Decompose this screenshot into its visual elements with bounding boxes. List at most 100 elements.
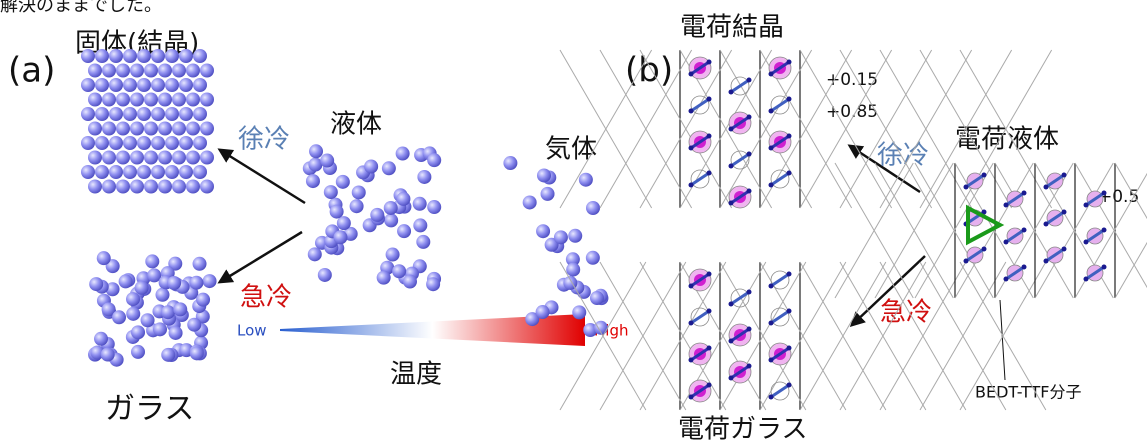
panel-label: (a) [8,51,55,91]
atom [786,271,792,277]
site [770,169,790,189]
sphere [147,268,162,283]
sphere [397,224,412,239]
sphere [95,165,109,179]
slow-cool-label: 徐冷 [877,141,929,171]
sphere [187,317,202,332]
sphere [137,49,151,63]
molecule [770,272,790,288]
sphere [88,63,102,78]
sphere [137,136,151,150]
sphere [189,346,204,361]
molecule [730,189,750,205]
atom [768,320,774,326]
atom [728,163,734,169]
atom [728,89,734,95]
molecule [770,171,790,187]
molecule [730,290,750,306]
sphere [126,292,141,307]
sphere [172,92,186,107]
sphere [200,179,214,194]
sphere [333,230,348,245]
lattice-line [759,261,847,411]
lattice-line [879,49,973,209]
site [690,307,710,327]
sphere [193,78,207,92]
lattice-line [879,261,967,411]
sphere [123,136,137,150]
sphere [572,305,587,320]
sphere [179,165,193,179]
sphere [308,157,323,172]
sphere [100,347,115,362]
atom [768,283,774,289]
sphere [317,267,332,282]
atom [768,357,774,363]
atom [746,188,752,194]
sphere [385,247,400,262]
sphere [102,150,116,165]
atom [786,308,792,314]
atom [688,394,694,400]
header-text: 解決のままでした。 [0,0,162,16]
atom [963,258,969,264]
pointer [999,299,1006,381]
sphere [172,179,186,194]
sphere [200,92,214,107]
site [770,381,790,401]
sphere [307,247,322,262]
atom [981,209,987,215]
sphere [392,264,407,279]
atom [1083,276,1089,282]
sphere [112,310,127,325]
sphere [186,121,200,136]
sphere [158,63,172,78]
atom [1061,209,1067,215]
sphere [427,200,442,215]
lattice-line [1034,162,1114,299]
slow-cool-label: 徐冷 [238,125,290,155]
site [730,76,750,96]
sphere [144,179,158,194]
charge-crystal-label: 電荷結晶 [680,13,784,43]
atom [768,182,774,188]
atom [786,96,792,102]
sphere [186,92,200,107]
molecule [730,364,750,380]
sphere [126,306,141,321]
sphere [200,150,214,165]
atom [1101,264,1107,270]
sphere [349,199,364,214]
sphere [116,150,130,165]
sphere [383,200,398,215]
sphere [165,78,179,92]
arrow [847,144,921,194]
sphere [158,179,172,194]
molecule [690,60,710,76]
molecule [730,78,750,94]
sphere [95,136,109,150]
sphere [172,121,186,136]
sphere [109,107,123,121]
sphere [81,107,95,121]
atom [728,126,734,132]
sphere [553,230,568,245]
sphere [123,49,137,63]
sphere [196,292,211,307]
sphere [413,218,428,233]
sphere [88,179,102,194]
molecule [770,134,790,150]
molecule [690,97,710,113]
atom [688,71,694,77]
atom [746,363,752,369]
sphere [155,287,170,302]
site [770,95,790,115]
quench-label: 急冷 [240,283,292,313]
atom [786,133,792,139]
molecule [730,152,750,168]
sphere [381,161,396,176]
sphere [168,256,183,271]
sphere [134,280,149,295]
molecule [770,309,790,325]
sphere [427,153,442,168]
